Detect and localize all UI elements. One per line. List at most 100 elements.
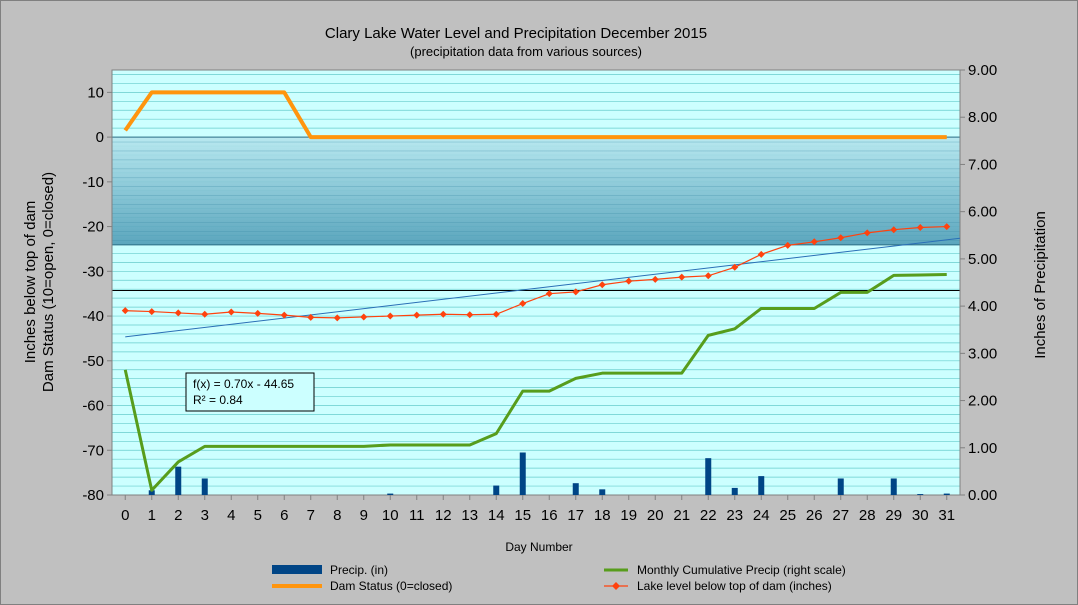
lake-level-point <box>784 241 792 249</box>
lake-level-point <box>598 281 606 289</box>
x-tick-label: 31 <box>938 507 955 524</box>
x-tick-label: 25 <box>779 507 796 524</box>
x-tick-label: 30 <box>912 507 929 524</box>
y-right-tick-label: 4.00 <box>968 298 997 315</box>
x-tick-label: 10 <box>382 507 399 524</box>
y-left-tick-label: -70 <box>82 442 104 459</box>
legend: Precip. (in) Monthly Cumulative Precip (… <box>272 563 846 593</box>
lake-level-point <box>545 290 553 298</box>
x-tick-label: 24 <box>753 507 770 524</box>
precip-bar <box>148 490 155 495</box>
x-tick-label: 11 <box>409 507 425 524</box>
y-right-tick-label: 8.00 <box>968 109 997 126</box>
x-tick-label: 28 <box>859 507 876 524</box>
x-axis-label: Day Number <box>505 540 572 554</box>
svg-text:Lake level below top of dam (i: Lake level below top of dam (inches) <box>637 579 832 593</box>
precip-bar <box>890 478 897 495</box>
x-tick-label: 20 <box>647 507 664 524</box>
x-tick-label: 29 <box>885 507 902 524</box>
precip-bar <box>758 476 765 495</box>
y-left-tick-label: -30 <box>82 263 104 280</box>
precip-bar <box>519 452 526 495</box>
lake-level-point <box>307 313 315 321</box>
y-right-tick-label: 2.00 <box>968 393 997 410</box>
y-axis-label-left-line2: Dam Status (10=open, 0=closed) <box>40 172 57 392</box>
lake-level-point <box>148 308 156 316</box>
x-tick-label: 5 <box>254 507 262 524</box>
x-tick-label: 4 <box>227 507 235 524</box>
precip-bar <box>731 487 738 495</box>
lake-level-point <box>360 313 368 321</box>
precip-bar <box>387 493 394 495</box>
legend-item-lake-level: Lake level below top of dam (inches) <box>604 579 832 593</box>
lake-level-point <box>943 223 951 231</box>
x-tick-label: 2 <box>174 507 182 524</box>
plot-background <box>112 70 960 495</box>
y-left-tick-label: 0 <box>96 129 104 146</box>
x-tick-label: 26 <box>806 507 823 524</box>
y-left-tick-label: -50 <box>82 353 104 370</box>
x-tick-label: 8 <box>333 507 341 524</box>
y-left-tick-label: -10 <box>82 174 104 191</box>
trendline-r2: R² = 0.84 <box>193 393 243 407</box>
legend-item-dam-status: Dam Status (0=closed) <box>272 579 452 593</box>
chart-title: Clary Lake Water Level and Precipitation… <box>325 25 707 42</box>
precip-bar <box>943 493 950 495</box>
plot-border <box>111 69 961 496</box>
y-right-tick-label: 3.00 <box>968 345 997 362</box>
lake-level-point <box>757 250 765 258</box>
x-tick-label: 6 <box>280 507 288 524</box>
lake-level-point <box>651 275 659 283</box>
lake-level-point <box>678 273 686 281</box>
legend-item-cumulative: Monthly Cumulative Precip (right scale) <box>604 563 846 577</box>
lake-level-point <box>439 310 447 318</box>
x-tick-label: 18 <box>594 507 611 524</box>
lake-level-point <box>254 309 262 317</box>
x-tick-label: 13 <box>461 507 478 524</box>
x-tick-label: 19 <box>620 507 637 524</box>
trendline-equation-box: f(x) = 0.70x - 44.65 R² = 0.84 <box>185 372 315 412</box>
precip-bar <box>201 478 208 495</box>
lake-level-point <box>386 312 394 320</box>
dam-status-line <box>123 90 947 140</box>
y-left-tick-label: -40 <box>82 308 104 325</box>
x-tick-label: 7 <box>307 507 315 524</box>
legend-item-precip: Precip. (in) <box>272 563 388 577</box>
x-tick-label: 21 <box>673 507 690 524</box>
lake-level-point <box>201 310 209 318</box>
precip-bar <box>572 483 579 495</box>
lake-level-point <box>890 226 898 234</box>
lake-level-point <box>121 307 129 315</box>
lake-level-point <box>810 238 818 246</box>
y-right-tick-label: 9.00 <box>968 62 997 79</box>
lake-level-point <box>466 311 474 319</box>
lake-level-point <box>280 311 288 319</box>
y-right-tick-label: 1.00 <box>968 440 997 457</box>
lake-level-line <box>125 225 947 319</box>
x-tick-label: 9 <box>360 507 368 524</box>
trendline-equation: f(x) = 0.70x - 44.65 <box>193 377 294 391</box>
x-tick-label: 22 <box>700 507 717 524</box>
x-tick-label: 23 <box>726 507 743 524</box>
lake-level-point <box>174 309 182 317</box>
lake-level-point <box>837 234 845 242</box>
x-tick-label: 12 <box>435 507 452 524</box>
lake-level-point <box>519 300 527 308</box>
x-tick-label: 14 <box>488 507 505 524</box>
lake-level-point <box>625 277 633 285</box>
lake-level-point <box>572 288 580 296</box>
precip-bar <box>493 485 500 495</box>
y-right-tick-label: 6.00 <box>968 204 997 221</box>
x-tick-label: 3 <box>201 507 209 524</box>
y-right-tick-label: 5.00 <box>968 251 997 268</box>
precip-bar <box>599 489 606 495</box>
lake-level-point <box>413 311 421 319</box>
trendline <box>125 237 961 338</box>
y-right-tick-label: 7.00 <box>968 156 997 173</box>
x-tick-label: 1 <box>148 507 156 524</box>
y-left-tick-label: -20 <box>82 219 104 236</box>
precip-bar <box>837 478 844 495</box>
y-axis-label-left-line1: Inches below top of dam <box>22 201 39 364</box>
chart-subtitle: (precipitation data from various sources… <box>410 44 642 59</box>
